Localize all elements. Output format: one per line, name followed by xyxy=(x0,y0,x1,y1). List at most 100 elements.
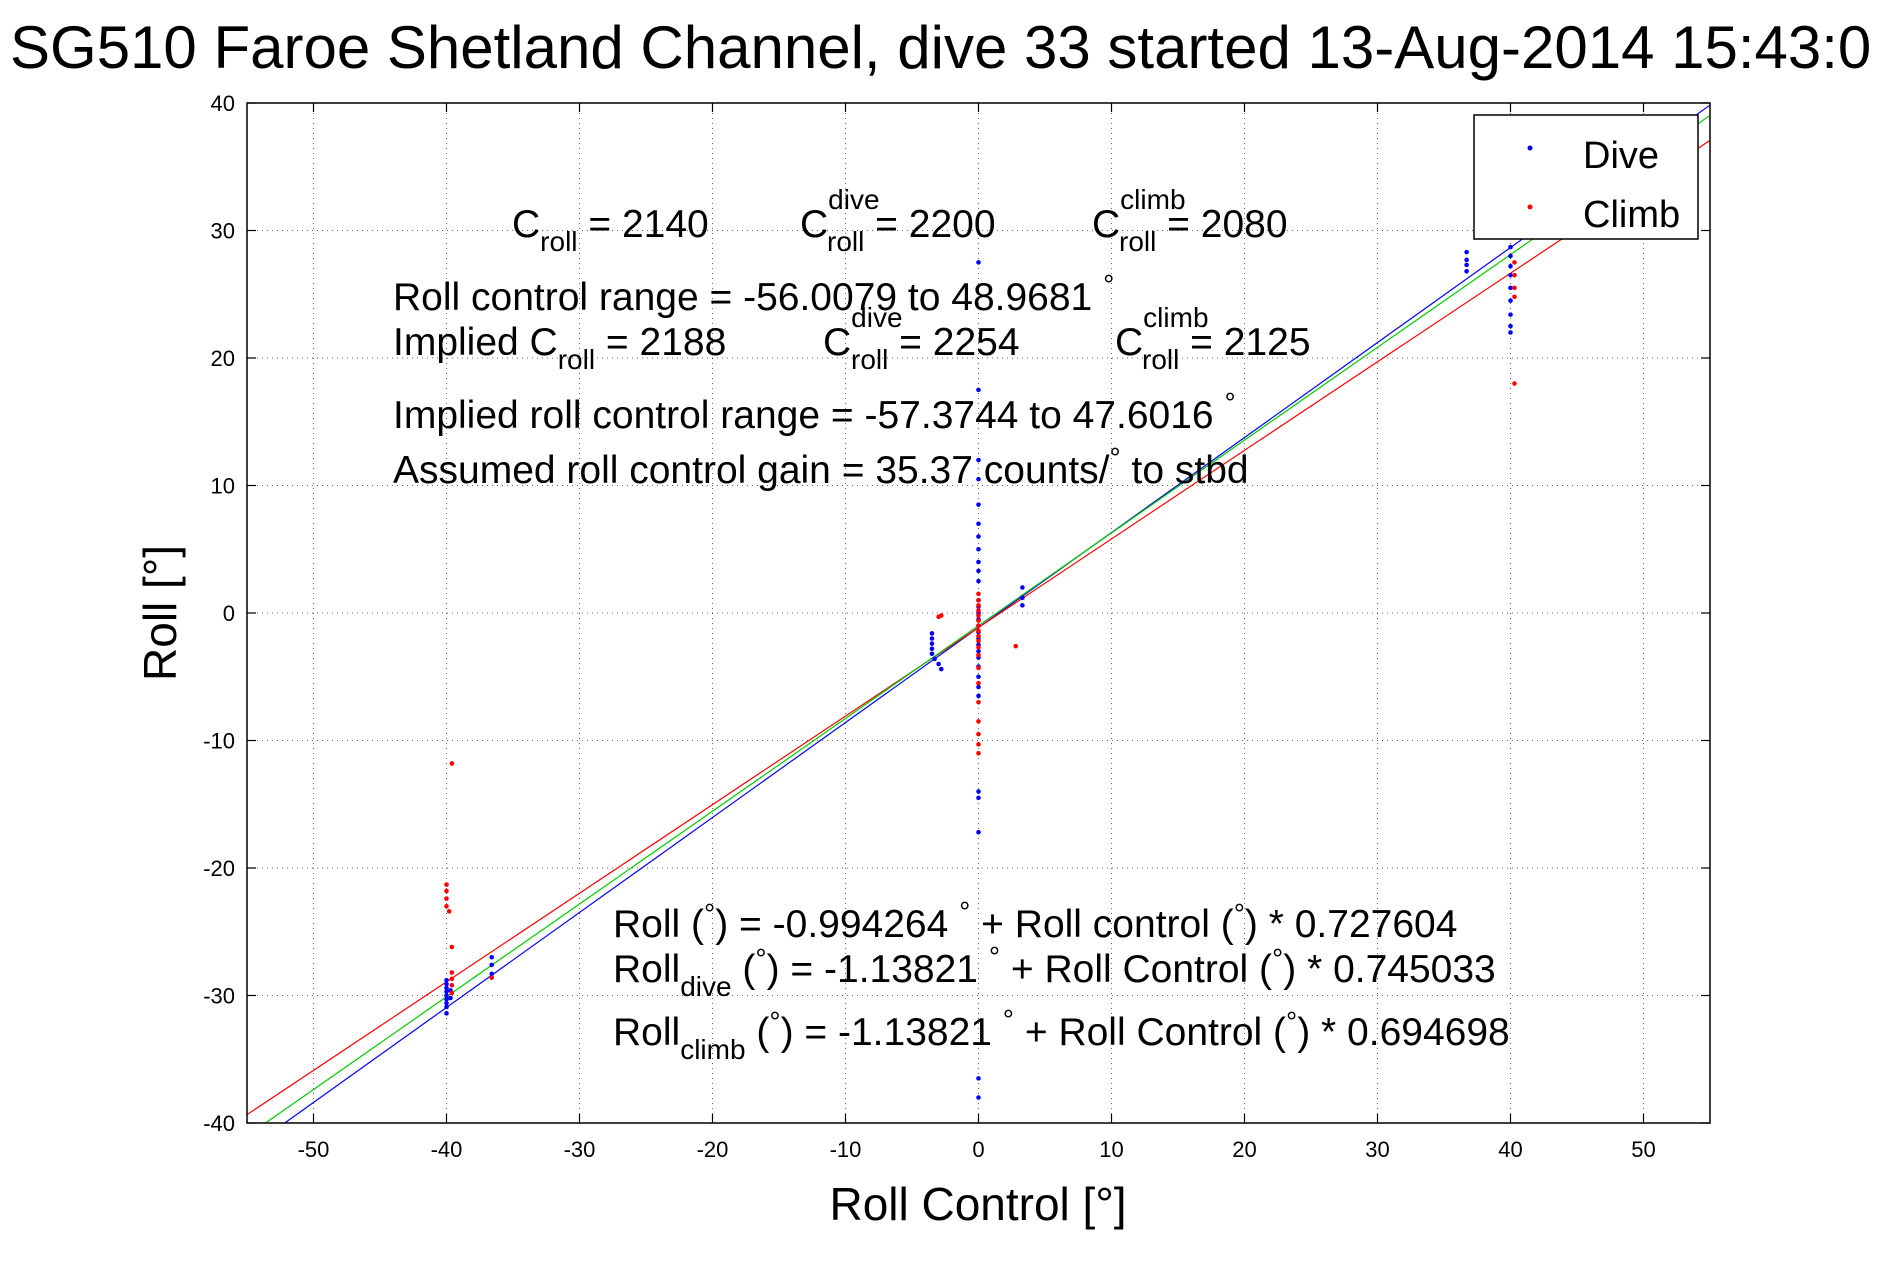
climb-point xyxy=(449,944,455,950)
dive-point xyxy=(976,1095,981,1100)
dive-point xyxy=(1020,603,1025,608)
annotation-roll-control-range: Roll control range = -56.0079 to 48.9681… xyxy=(393,269,1114,319)
x-tick-label: 0 xyxy=(972,1137,984,1162)
legend-climb-label: Climb xyxy=(1583,194,1680,236)
climb-point xyxy=(976,613,981,618)
annotation-implied-c-roll: Implied Croll = 2188 xyxy=(393,321,726,375)
dive-point xyxy=(1508,330,1513,335)
climb-point xyxy=(976,608,981,613)
dive-point xyxy=(489,971,495,977)
dive-point xyxy=(976,1076,981,1081)
climb-point xyxy=(449,983,455,988)
climb-point xyxy=(976,680,981,686)
annotation-fit-all: Roll (°) = -0.994264 ° + Roll control (°… xyxy=(613,896,1457,946)
annotation-implied-roll-control-range: Implied roll control range = -57.3744 to… xyxy=(393,387,1236,437)
annotation-fit-dive: Rolldive (°) = -1.13821 ° + Roll Control… xyxy=(613,941,1496,1002)
dive-point xyxy=(976,559,981,565)
y-tick-label: 40 xyxy=(211,91,235,116)
dive-point xyxy=(929,651,935,657)
dive-point xyxy=(444,981,449,987)
dive-point xyxy=(1508,298,1513,303)
dive-point xyxy=(938,666,944,672)
legend-climb-marker xyxy=(1527,204,1533,210)
dive-point xyxy=(444,1000,449,1006)
dive-point xyxy=(489,962,495,968)
climb-point xyxy=(976,652,981,658)
dive-point xyxy=(444,989,449,994)
dive-point xyxy=(976,795,981,801)
climb-point xyxy=(489,975,495,980)
dive-point xyxy=(1508,272,1513,278)
dive-point xyxy=(976,387,981,393)
climb-point xyxy=(976,628,981,634)
annotation-implied-c-roll-dive: Cdive roll = 2254 xyxy=(823,302,1020,375)
dive-point xyxy=(976,568,981,574)
x-tick-labels: -50 -40 -30 -20 -10 0 10 20 30 40 50 xyxy=(298,1137,1656,1162)
dive-point xyxy=(929,636,935,641)
grid-lines xyxy=(247,102,1710,1124)
dive-point xyxy=(1508,285,1513,291)
x-tick-label: 10 xyxy=(1099,1137,1123,1162)
annotation-roll-control-gain: Assumed roll control gain = 35.37 counts… xyxy=(393,442,1249,492)
dive-point xyxy=(976,457,981,463)
climb-point xyxy=(976,618,981,623)
climb-point xyxy=(976,719,981,724)
x-tick-label: -50 xyxy=(298,1137,330,1162)
dive-point xyxy=(1508,244,1513,250)
y-tick-label: 0 xyxy=(223,601,235,626)
dive-point xyxy=(932,656,937,662)
dive-point xyxy=(976,521,981,527)
x-tick-label: 30 xyxy=(1365,1137,1389,1162)
dive-point xyxy=(444,985,449,991)
climb-point xyxy=(449,970,455,975)
climb-point xyxy=(1013,643,1019,649)
dive-point xyxy=(976,684,981,690)
legend: Dive Climb xyxy=(1473,114,1699,240)
annotation-c-roll-climb: Cclimb roll = 2080 xyxy=(1092,184,1288,257)
climb-point xyxy=(444,888,449,894)
annotation-c-roll: Croll = 2140 xyxy=(512,203,709,257)
dive-point xyxy=(976,578,981,584)
y-tick-label: 10 xyxy=(211,474,235,499)
dive-point xyxy=(976,534,981,539)
climb-point xyxy=(449,761,455,766)
dive-point xyxy=(976,674,981,680)
dive-point xyxy=(1464,269,1469,274)
axis-ticks xyxy=(247,102,1710,1124)
dive-point xyxy=(1508,312,1513,317)
dive-point xyxy=(444,977,449,983)
x-tick-label: 20 xyxy=(1232,1137,1256,1162)
dive-point xyxy=(929,631,935,636)
dive-point xyxy=(976,502,981,507)
dive-point xyxy=(1464,249,1469,255)
dive-point xyxy=(489,954,495,960)
dive-point xyxy=(1020,585,1025,590)
climb-point xyxy=(1512,381,1517,386)
fit-line-dive xyxy=(284,104,1711,1124)
x-tick-label: 50 xyxy=(1631,1137,1655,1162)
dive-point xyxy=(448,995,453,1001)
climb-point xyxy=(449,990,455,996)
x-tick-label: -30 xyxy=(564,1137,596,1162)
climb-point xyxy=(1512,260,1517,265)
legend-dive-label: Dive xyxy=(1583,135,1659,177)
dive-point xyxy=(936,661,941,667)
y-tick-labels: -40 -30 -20 -10 0 10 20 30 40 xyxy=(203,91,235,1136)
climb-point xyxy=(976,633,981,639)
climb-point xyxy=(976,742,981,747)
climb-point xyxy=(976,623,981,629)
x-axis-label: Roll Control [°] xyxy=(829,1178,1126,1230)
dive-point xyxy=(976,476,981,482)
climb-point xyxy=(446,909,452,914)
climb-point xyxy=(976,603,981,608)
x-tick-label: -10 xyxy=(830,1137,862,1162)
fit-line-all xyxy=(265,114,1711,1124)
legend-dive-marker xyxy=(1527,145,1533,151)
y-tick-label: -20 xyxy=(203,856,235,881)
y-tick-label: -10 xyxy=(203,729,235,754)
dive-point xyxy=(444,1011,449,1016)
climb-point xyxy=(1512,294,1517,300)
climb-point xyxy=(444,903,449,909)
dive-point xyxy=(929,646,935,651)
